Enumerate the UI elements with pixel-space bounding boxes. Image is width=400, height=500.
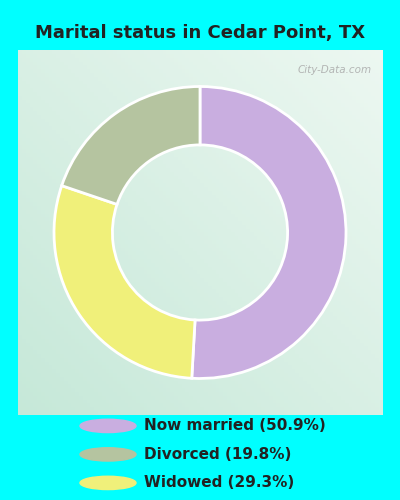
Circle shape (80, 448, 136, 461)
Wedge shape (192, 86, 346, 379)
Text: Marital status in Cedar Point, TX: Marital status in Cedar Point, TX (35, 24, 365, 42)
Text: Now married (50.9%): Now married (50.9%) (144, 418, 326, 434)
Circle shape (80, 476, 136, 490)
Wedge shape (54, 186, 195, 378)
Text: Divorced (19.8%): Divorced (19.8%) (144, 447, 291, 462)
Text: Widowed (29.3%): Widowed (29.3%) (144, 476, 294, 490)
Circle shape (80, 419, 136, 432)
Wedge shape (62, 86, 200, 204)
Text: City-Data.com: City-Data.com (298, 64, 372, 74)
